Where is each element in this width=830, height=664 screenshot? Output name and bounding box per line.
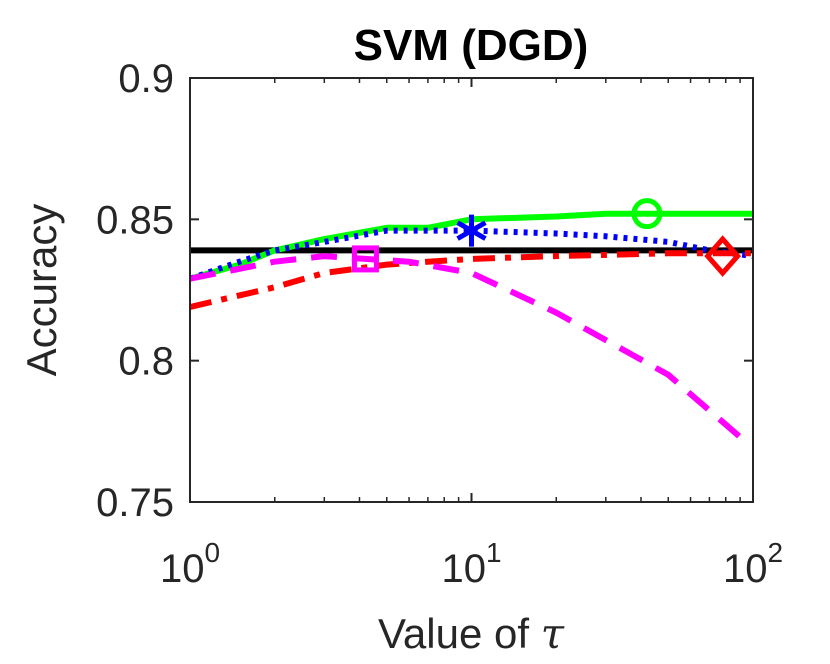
chart-title: SVM (DGD) (354, 21, 589, 70)
x-tick-base: 10 (441, 547, 486, 591)
y-tick-label: 0.75 (96, 481, 174, 525)
y-tick-label: 0.85 (96, 198, 174, 242)
plot-frame (189, 77, 754, 503)
x-tick-base: 10 (723, 547, 768, 591)
series-marker-blue-asterisk (456, 214, 487, 247)
asterisk-stroke (456, 220, 487, 241)
x-tick-label: 102 (723, 537, 783, 591)
x-axis-label-symbol: τ (541, 609, 565, 658)
series-marker-magenta-square (351, 245, 379, 273)
series-line-magenta-square (189, 253, 743, 440)
series-marker-red-diamond (704, 235, 741, 277)
x-tick-label: 101 (441, 537, 501, 591)
series-line-green-circle (189, 210, 753, 282)
series-line-blue-asterisk (189, 227, 754, 282)
x-tick-exponent: 2 (767, 537, 783, 568)
x-tick-base: 10 (160, 547, 205, 591)
y-axis-label: Accuracy (18, 204, 65, 377)
y-tick-label: 0.9 (118, 57, 174, 101)
x-axis-label-prefix: Value of (378, 610, 541, 657)
series-line-red-diamond (189, 250, 753, 310)
x-tick-exponent: 1 (486, 537, 502, 568)
x-tick-label: 100 (160, 537, 220, 591)
x-axis-label: Value of τ (378, 609, 565, 658)
plot-series (189, 198, 754, 440)
series-marker-green-circle (631, 198, 663, 230)
x-tick-exponent: 0 (204, 537, 220, 568)
y-tick-label: 0.8 (118, 340, 174, 384)
